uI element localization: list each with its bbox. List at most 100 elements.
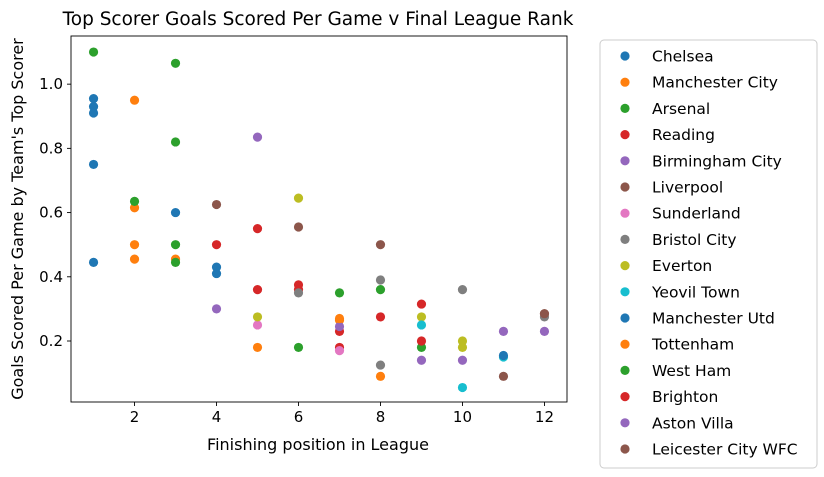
legend-label: Birmingham City [652, 152, 782, 170]
legend-marker [620, 156, 630, 166]
data-point [293, 288, 304, 298]
legend-marker [620, 77, 630, 87]
data-point [416, 299, 427, 309]
data-point [211, 304, 222, 314]
legend-label: Manchester City [652, 74, 778, 92]
legend-marker [620, 418, 630, 428]
data-point [211, 240, 222, 250]
y-tick-label: 0.4 [39, 268, 63, 286]
data-point [293, 193, 304, 203]
legend-label: Chelsea [652, 48, 714, 66]
series-arsenal [88, 47, 427, 353]
data-point [334, 313, 345, 324]
data-point [498, 326, 509, 336]
data-point [252, 312, 263, 322]
legend-label: Everton [652, 257, 712, 275]
data-points [88, 47, 550, 393]
data-point [416, 312, 427, 322]
legend-label: Brighton [652, 388, 718, 406]
data-point [539, 326, 550, 336]
series-leicester-city-wfc [539, 309, 550, 319]
data-point [88, 94, 99, 104]
series-tottenham [334, 313, 345, 324]
data-point [211, 268, 222, 279]
data-point [375, 360, 386, 370]
data-point [498, 371, 509, 381]
legend-label: Leicester City WFC [652, 441, 798, 459]
chart-title: Top Scorer Goals Scored Per Game v Final… [62, 9, 574, 30]
data-point [170, 58, 181, 68]
data-point [170, 240, 181, 250]
data-point [334, 288, 345, 298]
x-tick-label: 8 [376, 408, 386, 426]
data-point [88, 108, 99, 118]
data-point [88, 102, 99, 112]
legend [599, 39, 818, 469]
data-point [129, 196, 140, 206]
data-point [129, 95, 140, 105]
data-point [88, 159, 99, 170]
data-point [416, 320, 427, 330]
data-point [416, 355, 427, 365]
data-point [293, 222, 304, 232]
y-tick-label: 0.6 [39, 204, 63, 222]
data-point [293, 342, 304, 353]
data-point [457, 355, 468, 365]
legend-marker [620, 130, 630, 140]
data-point [88, 47, 99, 57]
legend-marker [620, 208, 630, 218]
x-tick-label: 6 [294, 408, 304, 426]
data-point [416, 342, 427, 353]
legend-marker [620, 103, 630, 113]
data-point [170, 207, 181, 218]
legend-marker [620, 182, 630, 192]
y-tick-label: 0.2 [39, 332, 63, 350]
data-point [375, 371, 386, 381]
data-point [457, 382, 468, 393]
series-chelsea [88, 94, 222, 279]
series-birmingham-city [211, 132, 550, 365]
legend-marker [620, 261, 630, 271]
x-tick-label: 2 [130, 408, 140, 426]
legend-marker [620, 313, 630, 323]
series-sunderland [252, 320, 345, 356]
legend-label: Tottenham [651, 336, 734, 354]
y-tick-label: 1.0 [39, 75, 63, 93]
legend-entries: Chelsea Manchester City Arsenal Reading Birm… [620, 48, 798, 459]
y-axis-ticks: 0.2 0.4 0.6 0.8 1.0 [39, 75, 71, 350]
data-point [129, 254, 140, 264]
data-point [375, 312, 386, 322]
x-tick-label: 12 [535, 408, 554, 426]
legend-marker [620, 444, 630, 454]
data-point [170, 257, 181, 267]
legend-marker [620, 287, 630, 297]
data-point [252, 132, 263, 142]
data-point [416, 336, 427, 346]
plot-area [70, 35, 568, 403]
legend-marker [620, 365, 630, 375]
data-point [334, 321, 345, 332]
data-point [498, 350, 509, 361]
x-axis-ticks: 2 4 6 8 10 12 [130, 402, 554, 426]
y-tick-label: 0.8 [39, 139, 63, 157]
legend-marker [620, 234, 630, 244]
data-point [252, 320, 263, 330]
data-point [334, 346, 345, 356]
legend-label: Manchester Utd [652, 310, 775, 328]
series-everton [252, 193, 468, 353]
x-tick-label: 4 [212, 408, 222, 426]
data-point [252, 285, 263, 295]
legend-label: Bristol City [652, 231, 737, 249]
data-point [539, 309, 550, 319]
legend-label: Sunderland [652, 205, 741, 223]
legend-marker [620, 51, 630, 61]
data-point [88, 257, 99, 267]
data-point [457, 336, 468, 346]
legend-label: Liverpool [652, 179, 723, 197]
legend-marker [620, 392, 630, 402]
data-point [129, 203, 140, 213]
y-axis-label: Goals Scored Per Game by Team's Top Scor… [8, 38, 27, 400]
series-manchester-utd [498, 350, 509, 361]
x-axis-label: Finishing position in League [207, 435, 429, 454]
